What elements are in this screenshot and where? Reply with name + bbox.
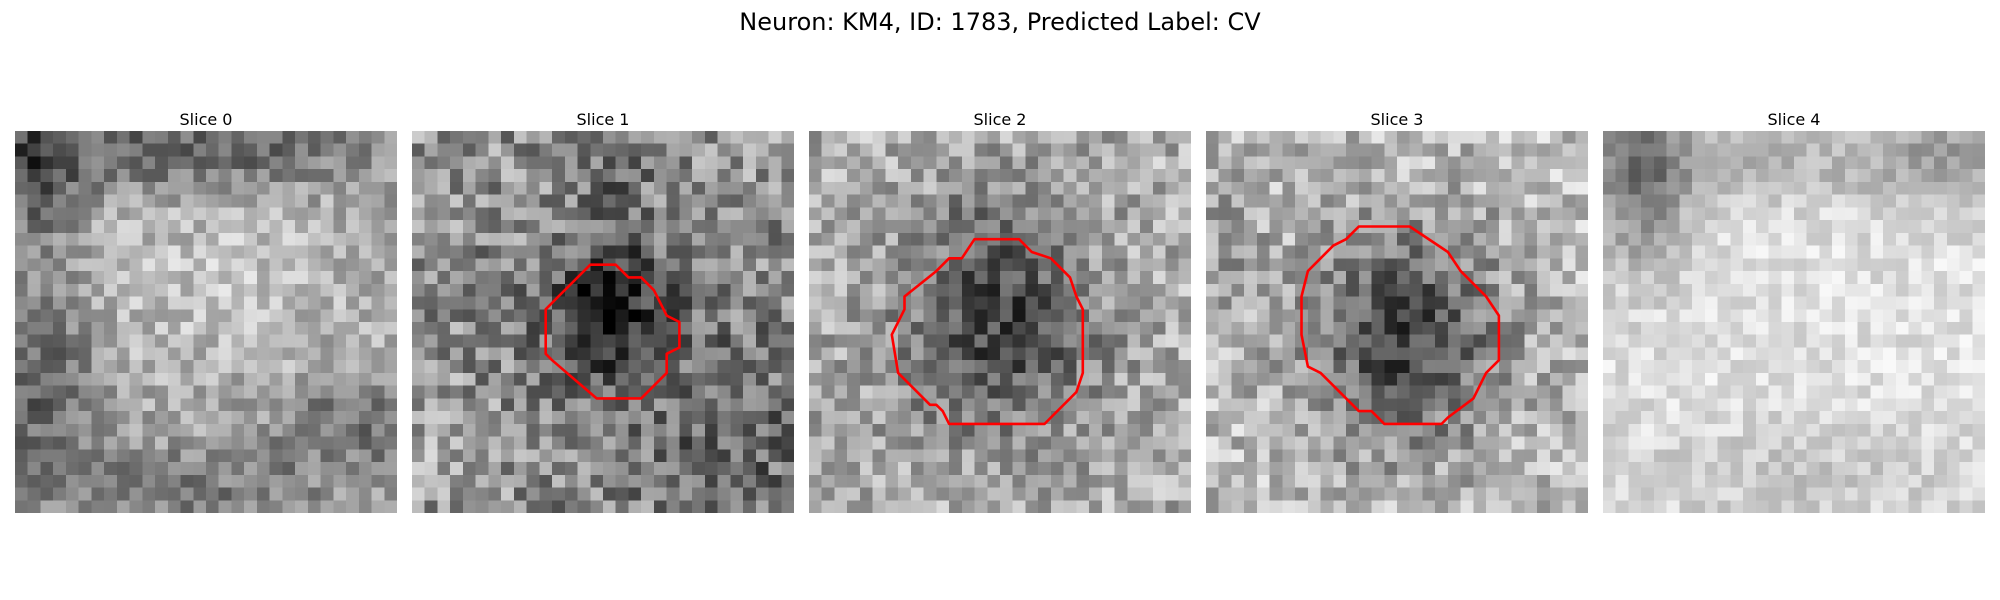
slice-panel-0: Slice 0 <box>15 109 397 513</box>
cell-contour-1 <box>544 263 681 400</box>
slice-panel-1: Slice 1 <box>412 109 794 513</box>
pixel-grid-1 <box>412 131 794 513</box>
slice-title-0: Slice 0 <box>179 110 233 129</box>
cell-contour-3 <box>1300 225 1501 426</box>
slice-title-2: Slice 2 <box>973 110 1027 129</box>
slice-title-3: Slice 3 <box>1370 110 1424 129</box>
pixel-grid-3 <box>1206 131 1588 513</box>
slice-panel-2: Slice 2 <box>809 109 1191 513</box>
slice-panel-4: Slice 4 <box>1603 109 1985 513</box>
slice-title-1: Slice 1 <box>576 110 630 129</box>
slice-title-4: Slice 4 <box>1767 110 1821 129</box>
slice-panel-3: Slice 3 <box>1206 109 1588 513</box>
pixel-grid-4 <box>1603 131 1985 513</box>
pixel-grid-2 <box>809 131 1191 513</box>
pixel-grid-0 <box>15 131 397 513</box>
slice-image-3 <box>1206 131 1588 513</box>
cell-contour-2 <box>890 237 1085 426</box>
slice-image-0 <box>15 131 397 513</box>
slice-image-1 <box>412 131 794 513</box>
figure-title: Neuron: KM4, ID: 1783, Predicted Label: … <box>739 8 1261 36</box>
slice-image-4 <box>1603 131 1985 513</box>
slice-image-2 <box>809 131 1191 513</box>
